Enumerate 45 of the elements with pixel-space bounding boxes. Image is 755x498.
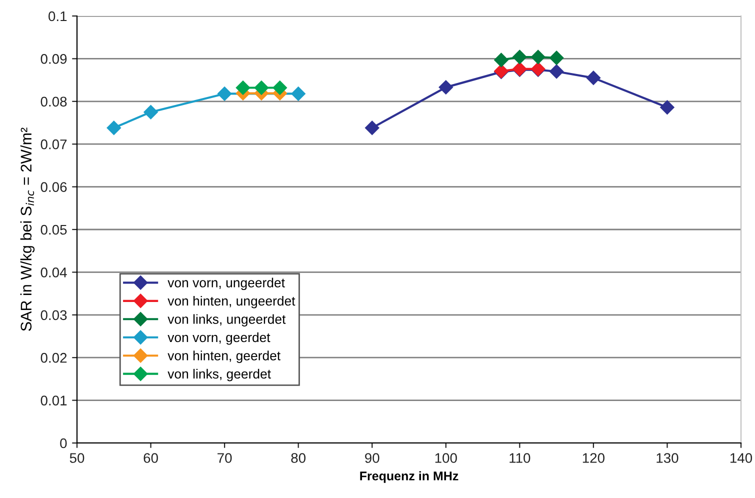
- legend-label: von links, geerdet: [168, 368, 271, 382]
- y-tick-label: 0.03: [40, 310, 67, 320]
- point: [660, 100, 674, 114]
- y-tick-label: 0.1: [48, 11, 67, 22]
- x-tick-label: 80: [291, 453, 306, 463]
- point: [106, 120, 121, 135]
- y-tick-label: 0.06: [40, 182, 67, 192]
- x-tick-label: 90: [365, 453, 380, 463]
- legend-label: von vorn, geerdet: [168, 332, 270, 345]
- y-tick-label: 0.07: [40, 139, 67, 150]
- x-tick-label: 120: [582, 453, 604, 463]
- legend-label: von links, ungeerdet: [168, 314, 286, 326]
- y-axis-title: SAR in W/kg bei S$_{inc}$ = 2W/m²: [20, 128, 35, 331]
- x-tick-label: 100: [435, 453, 457, 463]
- point: [549, 64, 564, 79]
- x-tick-label: 110: [510, 453, 530, 463]
- point: [217, 86, 232, 101]
- point: [144, 104, 158, 120]
- y-tick-label: 0.04: [40, 268, 67, 278]
- x-tick-label: 130: [656, 453, 678, 463]
- x-tick-label: 140: [730, 453, 752, 463]
- x-tick-label: 50: [70, 453, 84, 463]
- x-axis-title: Frequenz in MHz: [360, 471, 458, 483]
- point: [291, 86, 306, 101]
- y-tick-label: 0.08: [40, 96, 67, 107]
- point: [549, 50, 564, 65]
- y-tick-label: 0.01: [40, 396, 67, 406]
- y-tick-label: 0.05: [40, 224, 67, 235]
- point: [494, 52, 508, 68]
- point: [272, 80, 287, 95]
- legend-label: von vorn, ungeerdet: [168, 278, 285, 290]
- point: [531, 50, 546, 64]
- point: [438, 80, 453, 94]
- point: [512, 50, 527, 64]
- legend-label: von hinten, ungeerdet: [168, 296, 296, 308]
- x-tick-label: 70: [218, 453, 232, 463]
- point: [365, 120, 380, 135]
- y-tick-label: 0.02: [40, 352, 67, 363]
- legend-label: von hinten, geerdet: [168, 350, 280, 363]
- y-tick-label: 0.09: [40, 54, 67, 64]
- x-tick-label: 60: [144, 453, 158, 463]
- point: [586, 70, 601, 85]
- y-tick-label: 0: [60, 438, 67, 448]
- point: [254, 80, 269, 95]
- point: [236, 80, 250, 95]
